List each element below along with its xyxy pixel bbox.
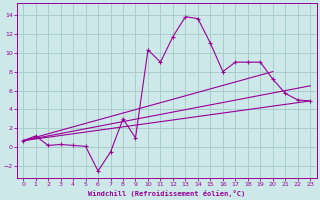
X-axis label: Windchill (Refroidissement éolien,°C): Windchill (Refroidissement éolien,°C) xyxy=(88,190,245,197)
